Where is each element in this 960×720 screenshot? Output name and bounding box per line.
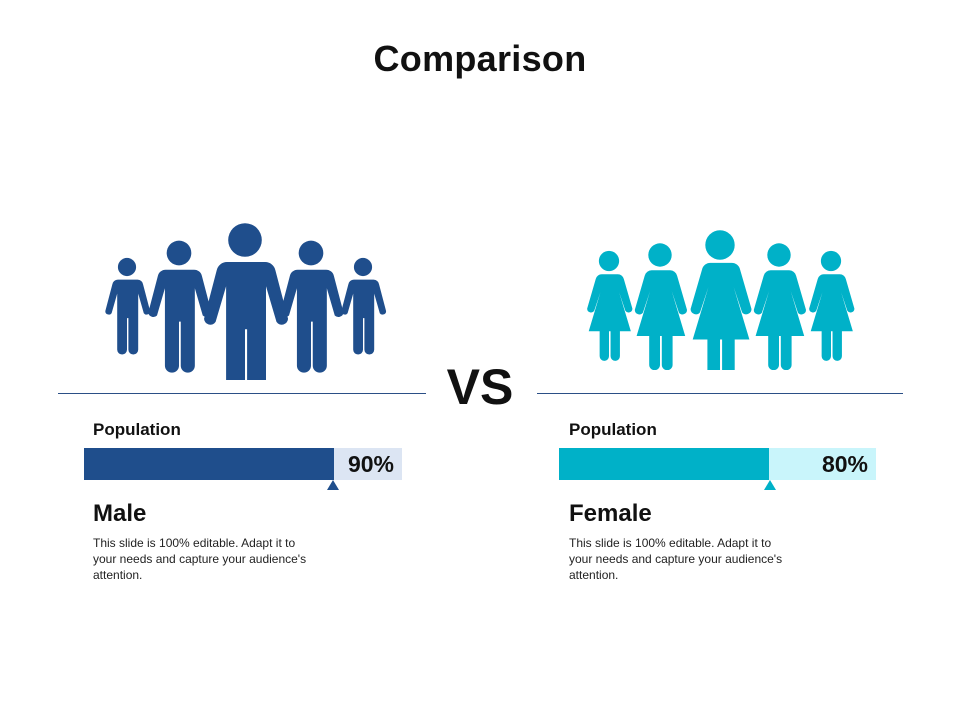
male-progress-track: 90% [84,448,402,480]
male-progress-value: 90% [347,450,394,477]
left-divider [58,393,426,394]
male-group-name: Male [93,500,147,527]
male-description: This slide is 100% editable. Adapt it to… [93,536,307,582]
vs-label: VS [446,359,514,415]
male-progress-fill [84,448,334,480]
female-progress-track: 80% [559,448,876,480]
male-marker-icon [327,480,339,490]
female-progress-value: 80% [821,450,868,477]
male-people-icon [100,215,390,380]
right-divider [537,393,903,394]
slide-title: Comparison [373,38,587,79]
female-people-icon [580,225,860,370]
female-progress-fill [559,448,769,480]
female-description: This slide is 100% editable. Adapt it to… [569,536,783,582]
female-marker-icon [764,480,776,490]
male-metric-label: Population [93,420,181,439]
female-metric-label: Population [569,420,657,439]
female-group-name: Female [569,500,652,527]
